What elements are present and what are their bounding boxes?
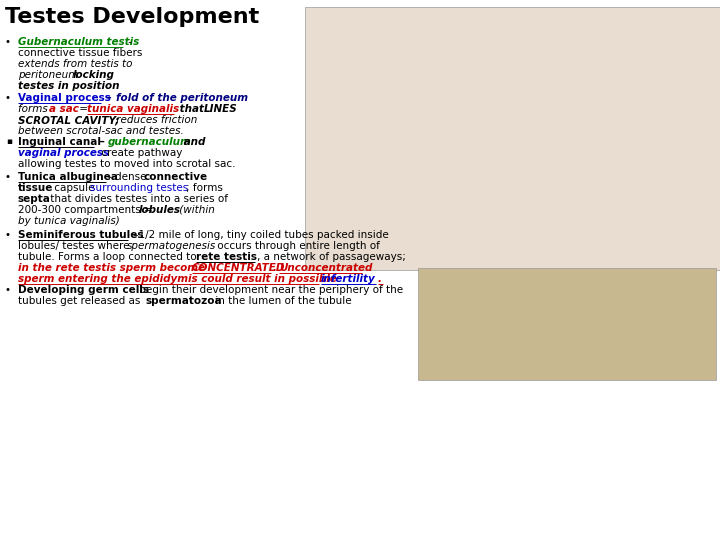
Text: ▪: ▪ (6, 137, 12, 146)
Text: •: • (5, 285, 11, 295)
Text: that: that (176, 104, 207, 114)
Text: lobules/ testes where: lobules/ testes where (18, 241, 132, 251)
Bar (418, 268, 716, 380)
Text: by tunica vaginalis): by tunica vaginalis) (18, 216, 120, 226)
Text: =: = (76, 104, 91, 114)
Text: begin their development near the periphery of the: begin their development near the periphe… (136, 285, 403, 295)
Text: in the lumen of the tubule: in the lumen of the tubule (212, 296, 351, 306)
Text: tubules get released as: tubules get released as (18, 296, 143, 306)
Text: locking: locking (73, 70, 115, 80)
Text: lobules: lobules (139, 205, 181, 215)
Text: forms: forms (18, 104, 51, 114)
Text: occurs through entire length of: occurs through entire length of (214, 241, 380, 251)
Text: Developing germ cells: Developing germ cells (18, 285, 149, 295)
Text: (within: (within (176, 205, 215, 215)
Text: •: • (5, 93, 11, 103)
Text: between scrotal-sac and testes.: between scrotal-sac and testes. (18, 126, 184, 136)
Text: Tunica albuginea: Tunica albuginea (18, 172, 118, 182)
Text: in the rete testis sperm become: in the rete testis sperm become (18, 263, 209, 273)
Text: LINES: LINES (204, 104, 238, 114)
Text: reduces friction: reduces friction (113, 115, 197, 125)
Text: tunica vaginalis: tunica vaginalis (87, 104, 179, 114)
Text: -: - (125, 37, 132, 47)
Text: fold of the peritoneum: fold of the peritoneum (116, 93, 248, 103)
Text: Unconcentrated: Unconcentrated (279, 263, 372, 273)
Text: tissue: tissue (18, 183, 53, 193)
Text: connective tissue fibers: connective tissue fibers (18, 48, 143, 58)
Text: sperm entering the epididymis could result in possible: sperm entering the epididymis could resu… (18, 274, 341, 284)
Text: infertility: infertility (321, 274, 376, 284)
Text: gubernaculum: gubernaculum (108, 137, 192, 147)
Text: 200-300 compartments =: 200-300 compartments = (18, 205, 153, 215)
Text: –1/2 mile of long, tiny coiled tubes packed inside: –1/2 mile of long, tiny coiled tubes pac… (130, 230, 389, 240)
Text: •: • (5, 230, 11, 240)
Text: and: and (180, 137, 205, 147)
Text: .: . (378, 274, 382, 284)
Text: connective: connective (143, 172, 207, 182)
Bar (305, 7, 720, 270)
Text: spermatozoa: spermatozoa (145, 296, 222, 306)
Text: spermatogenesis: spermatogenesis (127, 241, 216, 251)
Text: vaginal process: vaginal process (18, 148, 109, 158)
Text: - dense: - dense (108, 172, 150, 182)
Text: create pathway: create pathway (98, 148, 182, 158)
Text: Gubernaculum testis: Gubernaculum testis (18, 37, 139, 47)
Text: that divides testes into a series of: that divides testes into a series of (47, 194, 228, 204)
Text: .: . (273, 263, 281, 273)
Text: septa: septa (18, 194, 51, 204)
Text: •: • (5, 37, 11, 47)
Text: Seminiferous tubules: Seminiferous tubules (18, 230, 143, 240)
Text: Inguinal canal: Inguinal canal (18, 137, 101, 147)
Text: surrounding testes: surrounding testes (90, 183, 188, 193)
Text: –: – (103, 93, 115, 103)
Text: capsule: capsule (51, 183, 98, 193)
Text: •: • (5, 172, 11, 182)
Text: SCROTAL CAVITY;: SCROTAL CAVITY; (18, 115, 120, 125)
Text: rete testis: rete testis (196, 252, 257, 262)
Text: tubule. Forms a loop connected to: tubule. Forms a loop connected to (18, 252, 200, 262)
Text: peritoneum: peritoneum (18, 70, 81, 80)
Text: ; forms: ; forms (186, 183, 223, 193)
Text: extends from testis to: extends from testis to (18, 59, 132, 69)
Text: testes in position: testes in position (18, 81, 120, 91)
Text: Vaginal process: Vaginal process (18, 93, 111, 103)
Text: –: – (96, 137, 109, 147)
Text: CONCENTRATED: CONCENTRATED (192, 263, 286, 273)
Text: a sac: a sac (49, 104, 79, 114)
Text: allowing testes to moved into scrotal sac.: allowing testes to moved into scrotal sa… (18, 159, 235, 169)
Text: , a network of passageways;: , a network of passageways; (257, 252, 406, 262)
Text: Testes Development: Testes Development (5, 7, 259, 27)
